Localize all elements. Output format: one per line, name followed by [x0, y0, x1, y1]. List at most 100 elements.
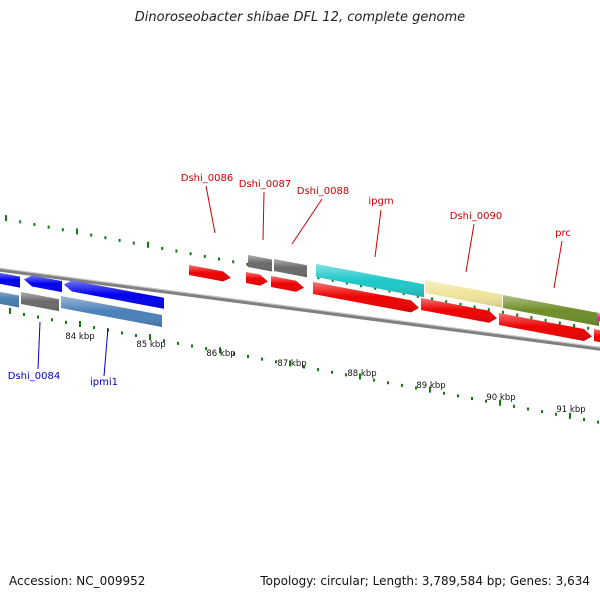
minor-tick	[443, 391, 445, 395]
label-leader	[205, 185, 216, 234]
label-leader	[553, 240, 563, 289]
gene-blue-3	[64, 280, 164, 309]
minor-tick	[359, 373, 361, 380]
minor-tick	[51, 318, 53, 322]
minor-tick	[597, 420, 599, 424]
minor-tick	[530, 316, 533, 320]
minor-tick	[445, 300, 448, 304]
gene-dshi-0088-upper-shade	[274, 259, 307, 278]
gene-magenta	[597, 313, 600, 322]
minor-tick	[541, 410, 543, 414]
genome-backbone	[0, 267, 600, 351]
label-leader	[262, 191, 265, 241]
minor-tick	[261, 357, 263, 361]
minor-tick	[583, 418, 585, 421]
minor-tick	[147, 241, 149, 248]
minor-tick	[65, 320, 67, 324]
gene-label: ipmi1	[90, 377, 118, 388]
gene-ipgm	[316, 264, 424, 298]
minor-tick	[401, 383, 403, 387]
label-leaders	[37, 185, 563, 377]
minor-tick	[191, 344, 193, 348]
scale-labels: 84 kbp 85 kbp 86 kbp 87 kbp 88 kbp 89 kbp 90 k…	[65, 332, 585, 415]
minor-tick	[544, 318, 547, 322]
gene-red-1-shade	[313, 282, 419, 313]
label-leader	[291, 198, 323, 245]
minor-tick	[303, 365, 305, 369]
gene-gray-0	[21, 292, 59, 312]
minor-tick	[79, 321, 81, 327]
minor-tick	[569, 412, 571, 419]
minor-tick	[233, 352, 235, 356]
gene-dshi-0087	[246, 272, 268, 286]
minor-tick	[558, 321, 561, 325]
minor-tick	[527, 407, 529, 411]
gene-red-3-shade	[499, 313, 592, 341]
gene-steelblue	[61, 296, 162, 327]
minor-tick	[175, 249, 178, 253]
minor-tick	[289, 360, 291, 367]
minor-tick	[135, 334, 137, 337]
gene-label: Dshi_0090	[450, 211, 502, 222]
minor-tick	[247, 355, 249, 358]
minor-tick	[502, 310, 504, 314]
minor-tick	[121, 331, 123, 335]
minor-tick	[317, 276, 320, 280]
minor-tick	[19, 220, 22, 224]
gene-magenta-shade	[597, 313, 600, 322]
minor-tick	[218, 257, 220, 261]
minor-ticks-upper	[5, 215, 590, 330]
scale-label: 89 kbp	[416, 381, 445, 391]
minor-tick	[415, 386, 417, 390]
minor-tick	[203, 254, 206, 258]
minor-tick	[90, 233, 93, 237]
backbone-highlight	[0, 267, 600, 348]
minor-tick	[516, 313, 519, 317]
minor-tick	[132, 241, 135, 245]
gene-red-4	[594, 329, 600, 343]
gene-dshi-0086-shade	[189, 265, 231, 282]
gene-dshi-0088	[271, 276, 304, 292]
gene-blue-3-shade	[64, 280, 164, 309]
minor-tick	[431, 297, 433, 301]
minor-tick	[473, 305, 476, 309]
minor-tick	[246, 262, 249, 266]
minor-tick	[275, 360, 277, 364]
minor-tick	[219, 347, 221, 354]
gene-steel-0	[0, 291, 19, 308]
label-leader	[37, 321, 41, 370]
backbone-line	[0, 267, 600, 351]
minor-tick	[9, 307, 11, 314]
minor-tick	[76, 228, 78, 235]
minor-tick	[205, 347, 207, 351]
gene-blue-1	[0, 272, 20, 288]
gene-label: Dshi_0086	[181, 173, 233, 184]
minor-tick	[47, 225, 50, 229]
gene-red-4-shade	[594, 329, 600, 343]
genome-title: Dinoroseobacter shibae DFL 12, complete …	[134, 10, 466, 25]
scale-label: 88 kbp	[347, 369, 376, 379]
minor-tick	[387, 381, 389, 385]
gene-blue-1-shade	[0, 272, 20, 288]
gene-dshi-0086	[189, 265, 231, 282]
minor-tick	[118, 238, 121, 242]
label-leader	[374, 209, 382, 258]
genome-summary-text: Topology: circular; Length: 3,789,584 bp…	[260, 574, 590, 588]
minor-tick	[93, 326, 95, 330]
minor-tick	[189, 252, 192, 256]
minor-tick	[345, 373, 347, 377]
minor-tick	[163, 339, 165, 343]
gene-dshi-0087-upper-shade	[248, 255, 272, 272]
scale-label: 84 kbp	[65, 332, 94, 342]
minor-tick	[232, 260, 235, 264]
accession-text: Accession: NC_009952	[9, 574, 146, 588]
minor-tick	[161, 246, 164, 250]
gene-steelblue-shade	[61, 296, 162, 327]
minor-tick	[373, 378, 375, 382]
gene-label: prc	[555, 228, 571, 239]
gene-label: Dshi_0088	[297, 186, 349, 197]
minor-tick	[331, 278, 334, 282]
minor-tick	[374, 286, 377, 290]
